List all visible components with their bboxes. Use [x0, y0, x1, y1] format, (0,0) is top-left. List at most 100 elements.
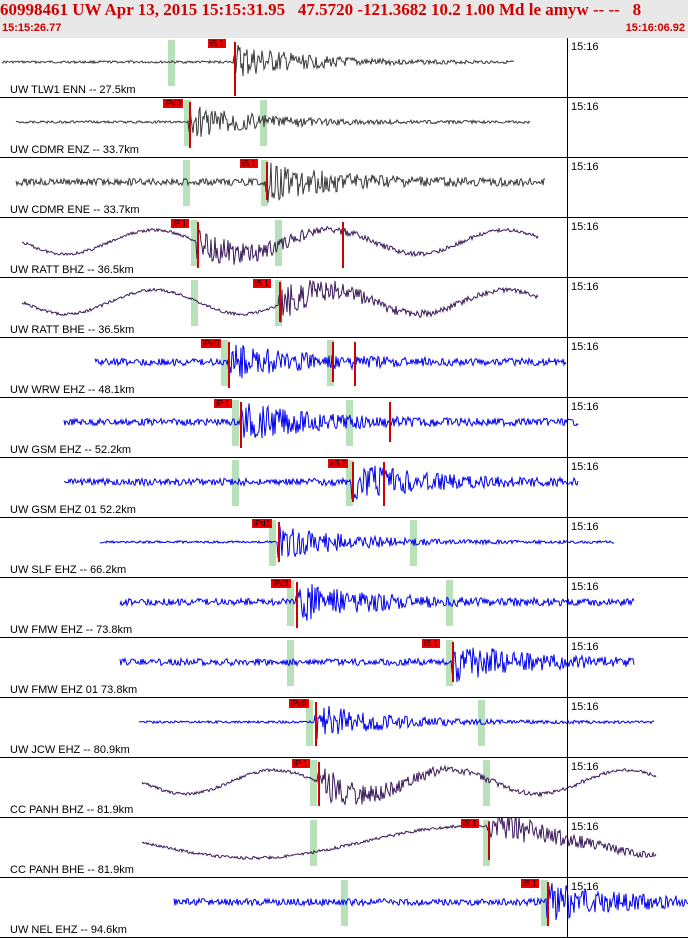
phase-window-marker — [483, 760, 490, 806]
phase-pick-label[interactable]: iP 1 — [292, 759, 310, 768]
panel-separator — [0, 397, 688, 398]
phase-pick-label[interactable]: iP 1 — [171, 219, 189, 228]
waveform — [22, 225, 539, 265]
panel-separator — [0, 217, 688, 218]
panel-separator — [0, 817, 688, 818]
panel-separator — [0, 157, 688, 158]
phase-pick-label[interactable]: iS 1 — [422, 639, 440, 648]
minute-tick-line — [567, 398, 568, 458]
waveform-path — [138, 706, 655, 740]
phase-pick-label[interactable]: iS 1 — [521, 879, 539, 888]
minute-tick-line — [567, 878, 568, 938]
minute-tick-label: 15:16 — [571, 581, 599, 593]
pick-marker-line — [189, 102, 191, 148]
panel-separator — [0, 757, 688, 758]
minute-tick-label: 15:16 — [571, 101, 599, 113]
phase-pick-label[interactable]: iP 1 — [214, 399, 232, 408]
waveform — [15, 105, 531, 137]
phase-window-marker — [191, 280, 198, 326]
phase-pick-label[interactable]: iS 1 — [461, 819, 479, 828]
minute-tick-label: 15:16 — [571, 761, 599, 773]
minute-tick-line — [567, 758, 568, 818]
pick-marker-line — [342, 222, 344, 268]
phase-window-marker — [269, 520, 276, 566]
minute-tick-line — [567, 518, 568, 578]
station-label: UW CDMR ENZ -- 33.7km — [10, 144, 139, 156]
waveform-path — [22, 225, 539, 265]
minute-tick-line — [567, 338, 568, 398]
window-start-time: 15:15:26.77 — [2, 22, 62, 34]
phase-window-marker — [483, 820, 490, 866]
waveform-path — [173, 883, 688, 920]
phase-pick-label[interactable]: iPd1 — [271, 579, 292, 588]
phase-pick-label[interactable]: iPd0 — [163, 99, 184, 108]
waveform — [141, 818, 657, 861]
phase-pick-label[interactable]: iPd1 — [252, 519, 273, 528]
waveform — [94, 344, 567, 383]
waveform-path — [15, 162, 546, 203]
phase-window-marker — [221, 340, 228, 386]
station-label: UW JCW EHZ -- 80.9km — [10, 744, 130, 756]
window-end-time: 15:16:06.92 — [625, 22, 685, 34]
panel-separator — [0, 517, 688, 518]
minute-tick-line — [567, 158, 568, 218]
pick-marker-line — [318, 762, 320, 806]
pick-marker-line — [547, 882, 549, 926]
pick-marker-line — [296, 582, 298, 628]
panel-separator — [0, 457, 688, 458]
minute-tick-line — [567, 278, 568, 338]
panel-separator — [0, 877, 688, 878]
station-label: UW WRW EHZ -- 48.1km — [10, 384, 135, 396]
pick-marker-line — [197, 222, 199, 268]
minute-tick-line — [567, 458, 568, 518]
waveform — [119, 647, 635, 683]
phase-window-marker — [306, 700, 313, 746]
phase-window-marker — [327, 340, 334, 386]
minute-tick-line — [567, 638, 568, 698]
waveform-path — [15, 105, 531, 137]
waveform — [63, 403, 579, 439]
pick-marker-line — [240, 402, 242, 448]
station-label: UW GSM EHZ -- 52.2km — [10, 444, 132, 456]
station-label: UW FMW EHZ 01 73.8km — [10, 684, 138, 696]
station-label: UW SLF EHZ -- 66.2km — [10, 564, 127, 576]
phase-pick-label[interactable]: iS 1 — [208, 39, 226, 48]
minute-tick-line — [567, 218, 568, 278]
phase-pick-label[interactable]: iS 1 — [253, 279, 271, 288]
minute-tick-label: 15:16 — [571, 521, 599, 533]
pick-marker-line — [278, 522, 280, 562]
phase-pick-label[interactable]: eS 2 — [328, 459, 349, 468]
waveform — [119, 584, 635, 621]
minute-tick-line — [567, 98, 568, 158]
panel-separator — [0, 337, 688, 338]
panel-separator — [0, 637, 688, 638]
station-label: CC PANH BHE -- 81.9km — [10, 864, 134, 876]
waveform-path — [63, 465, 579, 500]
minute-tick-label: 15:16 — [571, 881, 599, 893]
phase-pick-label[interactable]: iS 1 — [240, 159, 258, 168]
station-label: UW NEL EHZ -- 94.6km — [10, 924, 127, 936]
minute-tick-label: 15:16 — [571, 701, 599, 713]
waveform-path — [94, 344, 567, 383]
minute-tick-line — [567, 578, 568, 638]
phase-window-marker — [310, 820, 317, 866]
pick-marker-line — [383, 462, 385, 506]
pick-marker-line — [389, 402, 391, 442]
phase-pick-label[interactable]: iPd0 — [201, 339, 222, 348]
phase-pick-label[interactable]: iPc0 — [289, 699, 309, 708]
waveform-path — [1, 44, 514, 78]
minute-tick-label: 15:16 — [571, 401, 599, 413]
minute-tick-line — [567, 818, 568, 878]
panel-separator — [0, 277, 688, 278]
minute-tick-label: 15:16 — [571, 281, 599, 293]
waveform — [63, 465, 579, 500]
pick-marker-line — [315, 702, 317, 746]
waveform — [138, 706, 655, 740]
phase-window-marker — [232, 460, 239, 506]
phase-window-marker — [346, 460, 353, 506]
phase-window-marker — [478, 700, 485, 746]
station-label: UW RATT BHZ -- 36.5km — [10, 264, 134, 276]
waveform-path — [141, 818, 657, 861]
pick-marker-line — [279, 282, 281, 322]
station-label: UW RATT BHE -- 36.5km — [10, 324, 135, 336]
